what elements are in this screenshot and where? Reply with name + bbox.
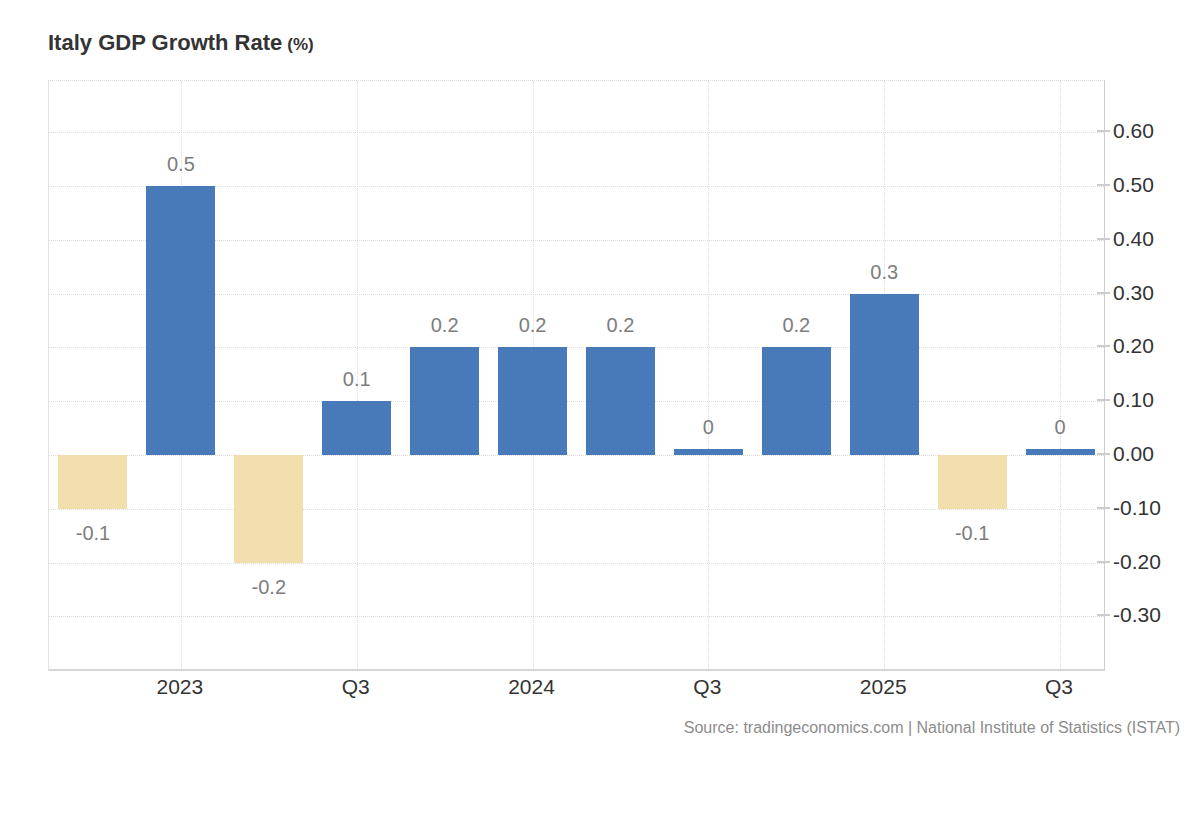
y-axis-tick bbox=[1097, 238, 1110, 240]
bar-value-label: -0.1 bbox=[927, 521, 1017, 545]
y-axis-label: 0.20 bbox=[1113, 333, 1185, 359]
y-axis-tick bbox=[1097, 292, 1110, 294]
chart-title-text: Italy GDP Growth Rate bbox=[48, 30, 282, 55]
y-axis-label: 0.30 bbox=[1113, 280, 1185, 306]
bar-value-label: 0.2 bbox=[751, 313, 841, 337]
bar-value-label: -0.2 bbox=[224, 575, 314, 599]
gdp-bar[interactable] bbox=[146, 186, 215, 455]
gdp-bar[interactable] bbox=[674, 449, 743, 455]
y-axis-label: 0.10 bbox=[1113, 387, 1185, 413]
horizontal-gridline bbox=[49, 132, 1104, 133]
bar-value-label: 0.2 bbox=[400, 313, 490, 337]
y-axis-label: 0.40 bbox=[1113, 226, 1185, 252]
gdp-bar[interactable] bbox=[762, 347, 831, 455]
x-axis-label: Q3 bbox=[647, 674, 767, 700]
bar-value-label: 0.1 bbox=[312, 367, 402, 391]
gdp-bar[interactable] bbox=[58, 455, 127, 509]
x-axis-label: Q3 bbox=[999, 674, 1119, 700]
y-axis-tick bbox=[1097, 561, 1110, 563]
gdp-bar[interactable] bbox=[938, 455, 1007, 509]
y-axis-label: -0.30 bbox=[1113, 602, 1185, 628]
source-attribution: Source: tradingeconomics.com | National … bbox=[684, 719, 1180, 737]
gdp-bar[interactable] bbox=[1026, 449, 1095, 455]
y-axis-tick bbox=[1097, 399, 1110, 401]
bar-value-label: 0.5 bbox=[136, 152, 226, 176]
y-axis-label: -0.20 bbox=[1113, 549, 1185, 575]
plot-area: -0.10.5-0.20.10.20.20.200.20.3-0.10 bbox=[48, 80, 1105, 671]
y-axis-label: 0.00 bbox=[1113, 441, 1185, 467]
x-axis-label: Q3 bbox=[296, 674, 416, 700]
y-axis-tick bbox=[1097, 184, 1110, 186]
x-axis-label: 2023 bbox=[120, 674, 240, 700]
gdp-bar[interactable] bbox=[410, 347, 479, 455]
bar-value-label: 0.2 bbox=[488, 313, 578, 337]
bar-value-label: -0.1 bbox=[48, 521, 138, 545]
vertical-gridline bbox=[1060, 81, 1061, 669]
y-axis-label: 0.60 bbox=[1113, 118, 1185, 144]
x-axis-label: 2025 bbox=[823, 674, 943, 700]
x-axis-label: 2024 bbox=[472, 674, 592, 700]
y-axis-tick bbox=[1097, 130, 1110, 132]
vertical-gridline bbox=[708, 81, 709, 669]
gdp-bar[interactable] bbox=[322, 401, 391, 455]
gdp-bar[interactable] bbox=[234, 455, 303, 563]
y-axis-tick bbox=[1097, 453, 1110, 455]
chart-title: Italy GDP Growth Rate (%) bbox=[48, 30, 314, 56]
y-axis-tick bbox=[1097, 345, 1110, 347]
y-axis-label: 0.50 bbox=[1113, 172, 1185, 198]
bar-value-label: 0 bbox=[663, 415, 753, 439]
y-axis-label: -0.10 bbox=[1113, 495, 1185, 521]
horizontal-gridline bbox=[49, 616, 1104, 617]
bar-value-label: 0.2 bbox=[575, 313, 665, 337]
bar-value-label: 0 bbox=[1015, 415, 1105, 439]
gdp-bar[interactable] bbox=[586, 347, 655, 455]
y-axis-tick bbox=[1097, 614, 1110, 616]
y-axis-tick bbox=[1097, 507, 1110, 509]
horizontal-gridline bbox=[49, 563, 1104, 564]
chart-title-unit: (%) bbox=[287, 35, 313, 54]
bar-value-label: 0.3 bbox=[839, 260, 929, 284]
horizontal-gridline bbox=[49, 509, 1104, 510]
gdp-bar[interactable] bbox=[498, 347, 567, 455]
gdp-bar[interactable] bbox=[850, 294, 919, 455]
